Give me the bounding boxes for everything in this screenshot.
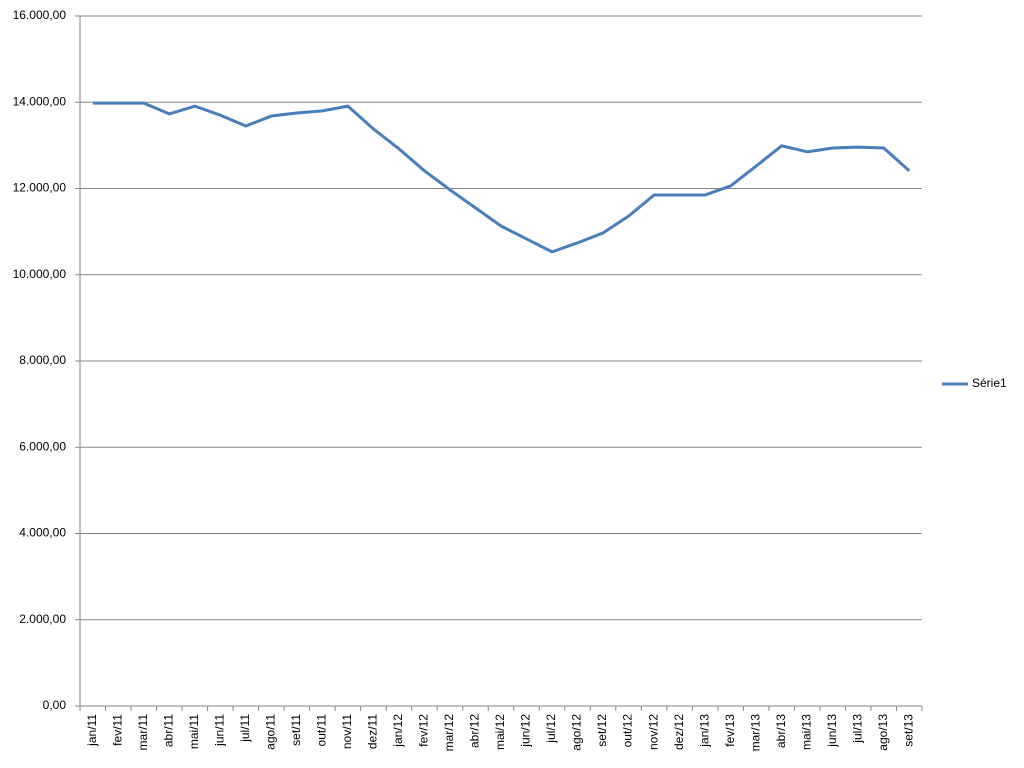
y-tick-label: 4.000,00: [19, 526, 66, 540]
x-tick-label: set/13: [901, 714, 915, 747]
x-tick-label: mai/13: [799, 714, 813, 750]
x-tick-label: jan/11: [85, 714, 99, 747]
y-tick-label: 2.000,00: [19, 612, 66, 626]
x-tick-label: mai/11: [187, 714, 201, 749]
x-tick-label: nov/12: [646, 714, 660, 750]
x-tick-label: jun/11: [213, 714, 227, 747]
x-tick-label: nov/11: [340, 714, 354, 749]
x-tick-label: out/12: [621, 714, 635, 748]
x-tick-label: jan/12: [391, 714, 405, 748]
x-tick-label: set/12: [595, 714, 609, 747]
x-tick-label: fev/12: [417, 714, 431, 747]
x-tick-label: mar/13: [748, 714, 762, 752]
x-tick-label: abr/12: [468, 714, 482, 748]
x-tick-label: set/11: [289, 714, 303, 746]
y-tick-label: 14.000,00: [13, 94, 67, 108]
x-tick-label: abr/11: [161, 714, 175, 747]
x-tick-label: ago/11: [264, 714, 278, 750]
x-tick-label: ago/13: [876, 714, 890, 751]
x-tick-label: dez/12: [672, 714, 686, 750]
x-tick-label: fev/13: [723, 714, 737, 747]
x-tick-label: jul/12: [544, 714, 558, 744]
x-tick-label: fev/11: [110, 714, 124, 746]
x-tick-label: jul/13: [850, 714, 864, 744]
x-tick-label: abr/13: [774, 714, 788, 748]
x-tick-label: mai/12: [493, 714, 507, 750]
y-tick-label: 6.000,00: [19, 439, 66, 453]
y-tick-label: 12.000,00: [13, 181, 67, 195]
y-tick-label: 10.000,00: [13, 267, 67, 281]
x-tick-label: out/11: [315, 714, 329, 747]
line-series: [92, 101, 911, 254]
x-tick-label: jun/13: [825, 714, 839, 748]
y-tick-label: 8.000,00: [19, 353, 66, 367]
x-tick-label: jun/12: [519, 714, 533, 748]
x-tick-label: dez/11: [366, 714, 380, 749]
x-tick-label: mar/11: [136, 714, 150, 751]
y-tick-label: 0,00: [43, 698, 67, 712]
x-tick-label: ago/12: [570, 714, 584, 751]
x-tick-label: jan/13: [697, 714, 711, 748]
x-tick-label: jul/11: [238, 714, 252, 743]
legend-label: Série1: [972, 376, 1007, 390]
y-tick-label: 16.000,00: [13, 8, 67, 22]
x-tick-label: mar/12: [442, 714, 456, 752]
